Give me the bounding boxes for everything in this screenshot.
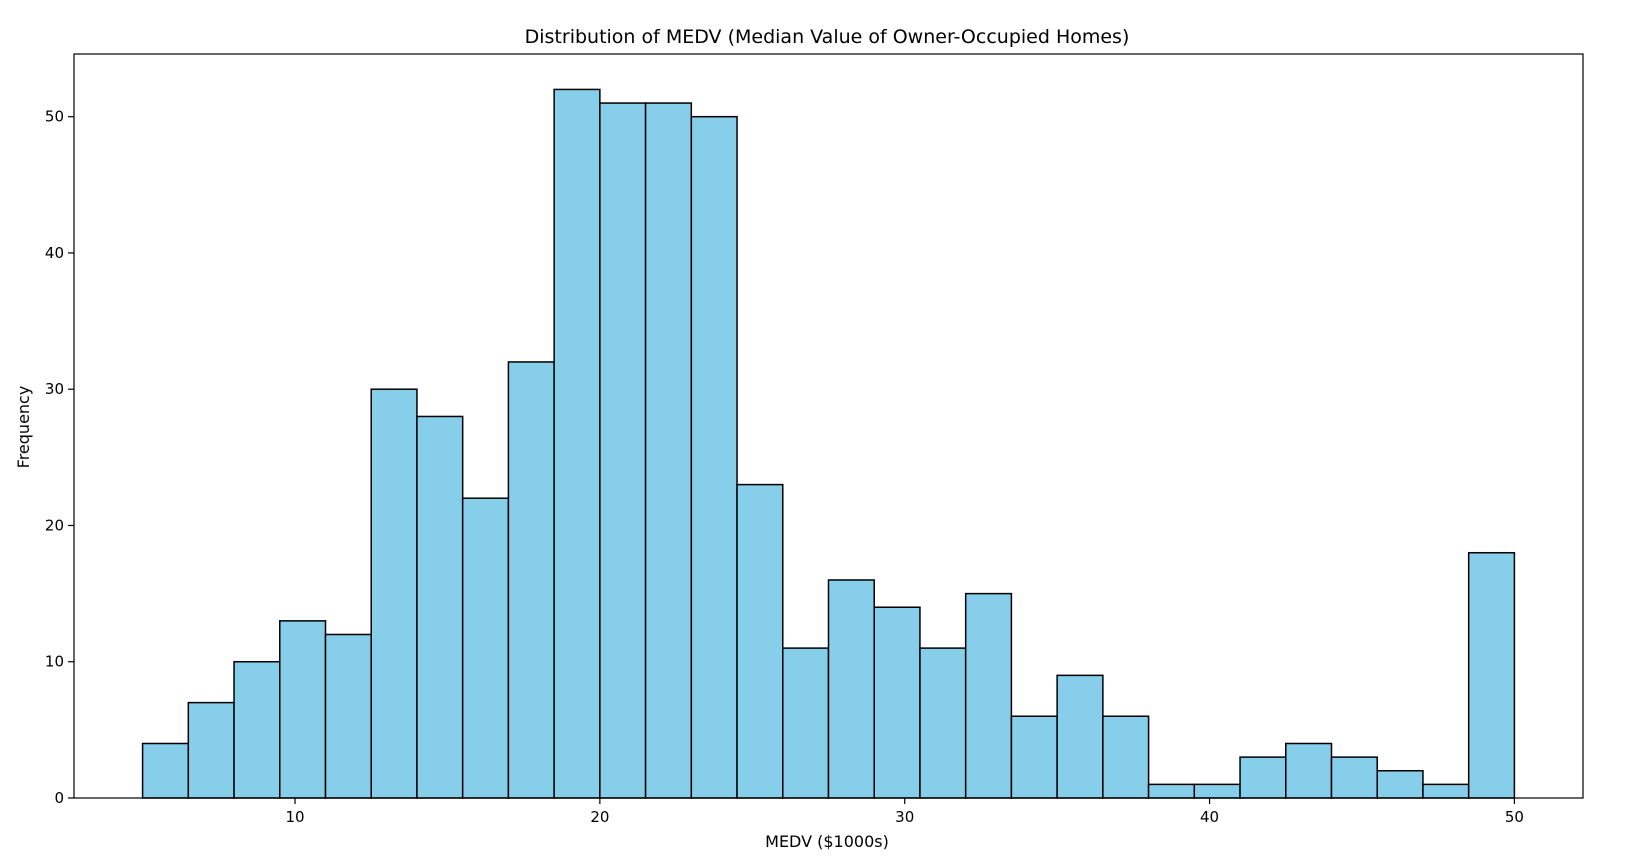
histogram-bar xyxy=(599,102,647,799)
histogram-bar xyxy=(644,102,693,799)
histogram-bar xyxy=(553,88,601,799)
y-axis-ticks: 0 10 20 30 40 50 xyxy=(45,108,74,807)
x-tick-label: 50 xyxy=(1505,808,1524,826)
histogram-bar xyxy=(279,620,327,799)
histogram-bar xyxy=(1056,674,1104,799)
histogram-bar xyxy=(1010,715,1058,799)
histogram-bar xyxy=(690,115,738,799)
y-tick-label: 20 xyxy=(45,516,64,534)
x-tick-label: 40 xyxy=(1200,808,1219,826)
y-tick-label: 50 xyxy=(45,108,64,126)
x-axis-label: MEDV ($1000s) xyxy=(765,832,889,851)
histogram-bar xyxy=(782,647,830,799)
histogram-bar xyxy=(919,647,967,799)
histogram-bar xyxy=(1285,742,1333,799)
histogram-bar xyxy=(370,388,418,799)
plot-frame xyxy=(73,53,1584,799)
histogram-bar xyxy=(507,361,555,799)
histogram-bar xyxy=(873,606,921,799)
x-axis-ticks: 10 20 30 40 50 xyxy=(285,798,1524,826)
y-tick-label: 0 xyxy=(54,789,64,807)
histogram-bar xyxy=(1147,783,1196,799)
histogram-bar xyxy=(461,497,510,799)
bars-group xyxy=(141,88,1516,799)
chart-title: Distribution of MEDV (Median Value of Ow… xyxy=(525,26,1130,48)
x-tick-label: 20 xyxy=(590,808,609,826)
y-tick-label: 10 xyxy=(45,653,64,671)
y-tick-label: 40 xyxy=(45,244,64,262)
histogram-bar xyxy=(827,579,875,799)
histogram-bar xyxy=(187,701,235,799)
histogram-bar xyxy=(324,633,372,799)
histogram-bar xyxy=(233,660,281,799)
histogram-bar xyxy=(1330,756,1378,799)
y-tick-label: 30 xyxy=(45,380,64,398)
histogram-bar xyxy=(141,742,190,799)
histogram-bar xyxy=(1467,551,1516,799)
histogram-bar xyxy=(1239,756,1287,799)
histogram-bar xyxy=(1422,783,1470,799)
x-tick-label: 10 xyxy=(285,808,304,826)
histogram-bar xyxy=(1193,783,1241,799)
histogram-bar xyxy=(1376,769,1424,799)
histogram-bar xyxy=(736,483,784,799)
histogram-bar xyxy=(416,415,464,799)
y-axis-label: Frequency xyxy=(14,386,33,469)
x-tick-label: 30 xyxy=(895,808,914,826)
histogram-bar xyxy=(1102,715,1150,799)
histogram-bar xyxy=(964,592,1013,799)
